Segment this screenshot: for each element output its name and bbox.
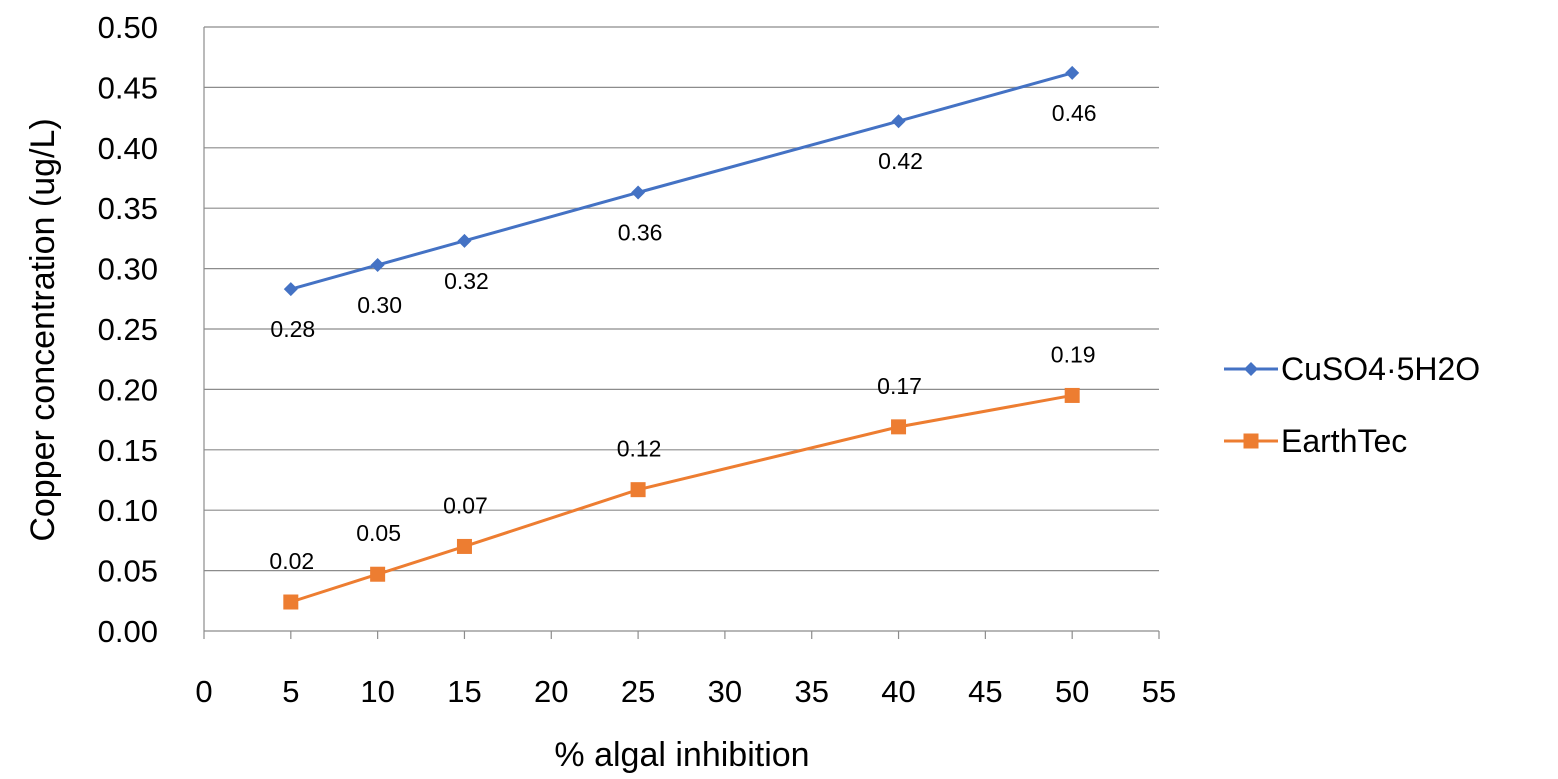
data-label: 0.46 — [1052, 100, 1097, 126]
legend-marker — [1243, 433, 1259, 449]
x-tick-label: 50 — [1055, 674, 1089, 709]
data-label: 0.30 — [357, 292, 402, 318]
y-tick-label: 0.05 — [98, 554, 158, 589]
legend-label: EarthTec — [1281, 423, 1407, 459]
legend-item-1: CuSO4·5H2O — [1224, 351, 1480, 387]
data-point — [630, 482, 646, 498]
x-tick-label: 40 — [881, 674, 915, 709]
data-point — [457, 233, 472, 248]
data-label: 0.32 — [444, 268, 489, 294]
y-tick-label: 0.25 — [98, 312, 158, 347]
x-tick-label: 15 — [447, 674, 481, 709]
y-tick-label: 0.35 — [98, 191, 158, 226]
data-label: 0.02 — [269, 548, 314, 574]
data-label: 0.28 — [270, 316, 315, 342]
axes — [203, 27, 1160, 639]
y-tick-label: 0.45 — [98, 70, 158, 105]
data-label: 0.19 — [1051, 341, 1096, 367]
y-tick-label: 0.15 — [98, 433, 158, 468]
data-point — [370, 257, 385, 272]
x-tick-label: 10 — [360, 674, 394, 709]
x-tick-label: 35 — [794, 674, 828, 709]
data-label: 0.17 — [877, 373, 922, 399]
legend-label: CuSO4·5H2O — [1281, 351, 1480, 387]
data-point — [456, 538, 472, 554]
y-tick-label: 0.10 — [98, 493, 158, 528]
data-label: 0.42 — [878, 148, 923, 174]
series-line — [290, 393, 1073, 604]
y-tick-labels: 0.00 0.05 0.10 0.15 0.20 0.25 0.30 0.35 0.40 0.45… — [98, 10, 158, 649]
x-tick-label: 30 — [708, 674, 742, 709]
y-tick-label: 0.00 — [98, 614, 158, 649]
x-tick-label: 45 — [968, 674, 1002, 709]
y-tick-label: 0.20 — [98, 372, 158, 407]
x-tick-label: 25 — [621, 674, 655, 709]
y-tick-label: 0.30 — [98, 252, 158, 287]
x-axis-title: % algal inhibition — [554, 736, 809, 774]
x-tick-label: 5 — [282, 674, 299, 709]
x-tick-label: 55 — [1142, 674, 1176, 709]
y-tick-label: 0.50 — [98, 10, 158, 45]
y-tick-label: 0.40 — [98, 131, 158, 166]
data-point — [283, 282, 298, 297]
x-tick-labels: 0 5 10 15 20 25 30 35 40 45 50 55 — [195, 674, 1176, 709]
series-layer: 0.28 0.30 0.32 0.36 0.42 0.46 0.02 0.05 0.07 0.12… — [269, 65, 1097, 610]
legend-marker — [1244, 362, 1258, 376]
series-2: 0.02 0.05 0.07 0.12 0.17 0.19 — [269, 341, 1096, 610]
data-point — [370, 566, 386, 582]
data-point — [631, 185, 646, 200]
series-line — [290, 71, 1073, 291]
data-label: 0.05 — [356, 520, 401, 546]
data-point — [283, 594, 299, 610]
data-point — [891, 419, 907, 435]
x-tick-label: 20 — [534, 674, 568, 709]
data-point — [891, 114, 906, 129]
x-tick-label: 0 — [195, 674, 212, 709]
data-label: 0.36 — [618, 219, 663, 245]
legend: CuSO4·5H2O EarthTec — [1224, 351, 1480, 459]
legend-item-2: EarthTec — [1224, 423, 1407, 459]
data-point — [1065, 65, 1080, 80]
data-point — [1064, 387, 1080, 403]
gridlines — [204, 26, 1159, 572]
data-label: 0.12 — [617, 436, 662, 462]
data-label: 0.07 — [443, 492, 488, 518]
y-axis-title: Copper concentration (ug/L) — [24, 118, 62, 541]
series-1: 0.28 0.30 0.32 0.36 0.42 0.46 — [270, 65, 1097, 342]
